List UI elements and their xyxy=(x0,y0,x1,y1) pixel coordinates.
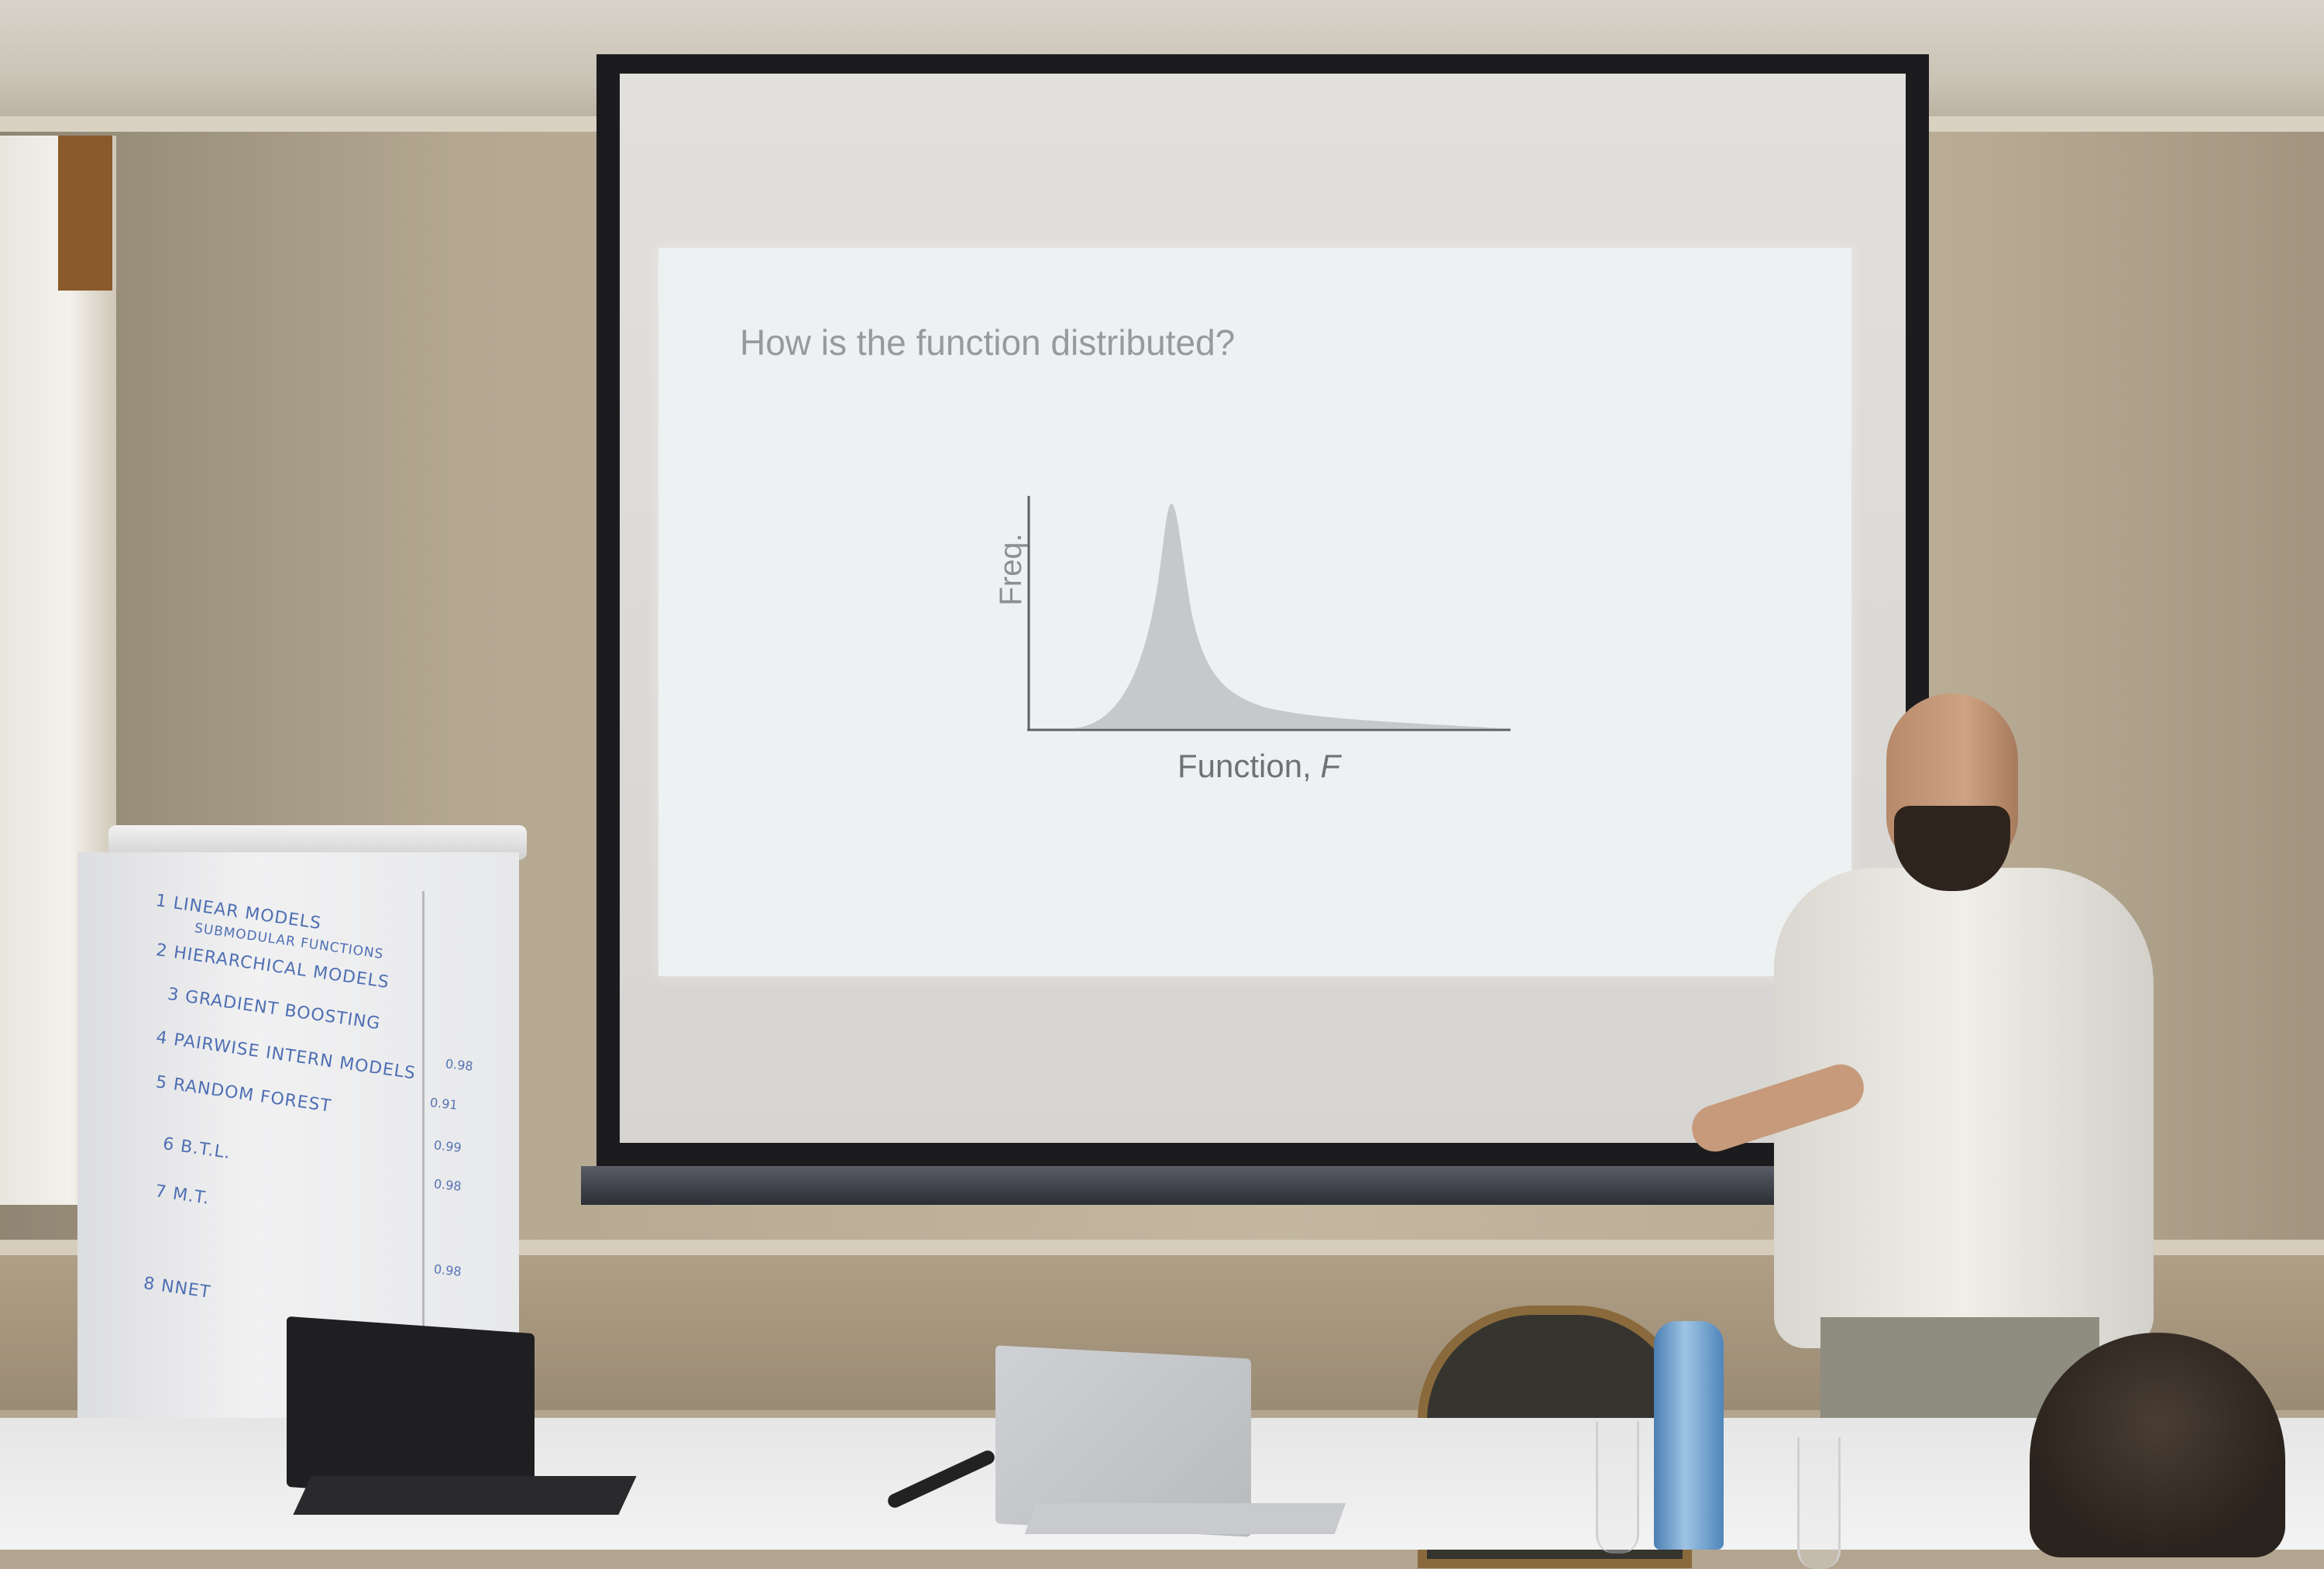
wine-glass xyxy=(1596,1422,1639,1554)
laptop-black-base xyxy=(293,1476,637,1515)
water-bottle xyxy=(1654,1321,1724,1550)
projection-screen-bar xyxy=(581,1166,1975,1205)
y-axis-label: Freq. xyxy=(994,533,1028,606)
x-axis-label-text: Function, xyxy=(1177,748,1312,784)
flipchart-score: 0.91 xyxy=(429,1095,459,1113)
x-axis-variable: F xyxy=(1320,748,1341,784)
flipchart-score: 0.98 xyxy=(433,1261,462,1279)
distribution-chart xyxy=(1027,496,1511,731)
wine-glass xyxy=(1797,1437,1841,1569)
flipchart-score: 0.99 xyxy=(433,1137,462,1155)
projected-slide xyxy=(658,248,1851,976)
distribution-curve xyxy=(1069,504,1503,728)
x-axis-label: Function, F xyxy=(1177,748,1340,785)
presenter-beard xyxy=(1894,806,2010,891)
flipchart-score: 0.98 xyxy=(445,1056,474,1074)
curtain xyxy=(58,136,112,291)
laptop-silver-base xyxy=(1024,1503,1346,1534)
slide-title: How is the function distributed? xyxy=(740,322,1236,363)
flipchart-divider xyxy=(422,891,425,1395)
audience-member-head xyxy=(2030,1333,2285,1557)
flipchart-score: 0.98 xyxy=(433,1176,462,1194)
